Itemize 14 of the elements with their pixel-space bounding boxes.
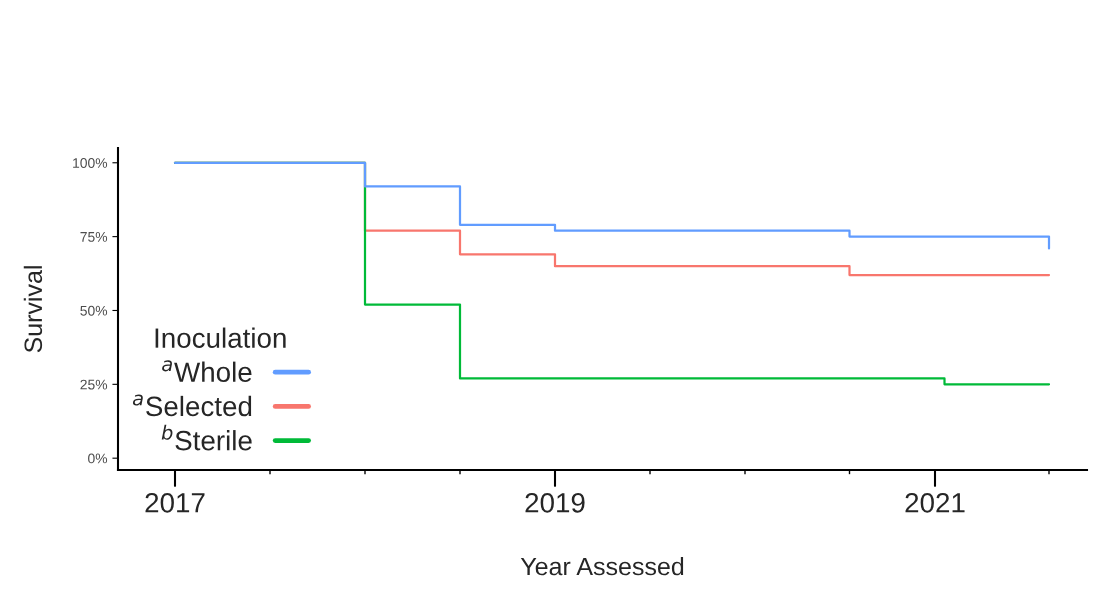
x-tick-label: 2021 [905, 492, 965, 513]
y-tick-label: 25% [80, 379, 108, 390]
legend-title: Inoculation [155, 327, 286, 348]
y-tick-label: 75% [80, 232, 108, 242]
legend-label: $^{a}$Whole [162, 360, 252, 383]
legend-label: $^{b}$Sterile [161, 424, 252, 451]
x-tick-label: 2019 [525, 492, 585, 513]
legend-label: $^{a}$Selected [132, 394, 252, 417]
x-tick-label: 2017 [145, 492, 205, 513]
y-tick-label: 50% [80, 305, 108, 316]
x-axis-title: Year Assessed [520, 557, 684, 576]
y-axis-title: Survival [23, 266, 43, 353]
y-tick-label: 100% [73, 158, 108, 168]
y-tick-label: 0% [88, 453, 108, 464]
